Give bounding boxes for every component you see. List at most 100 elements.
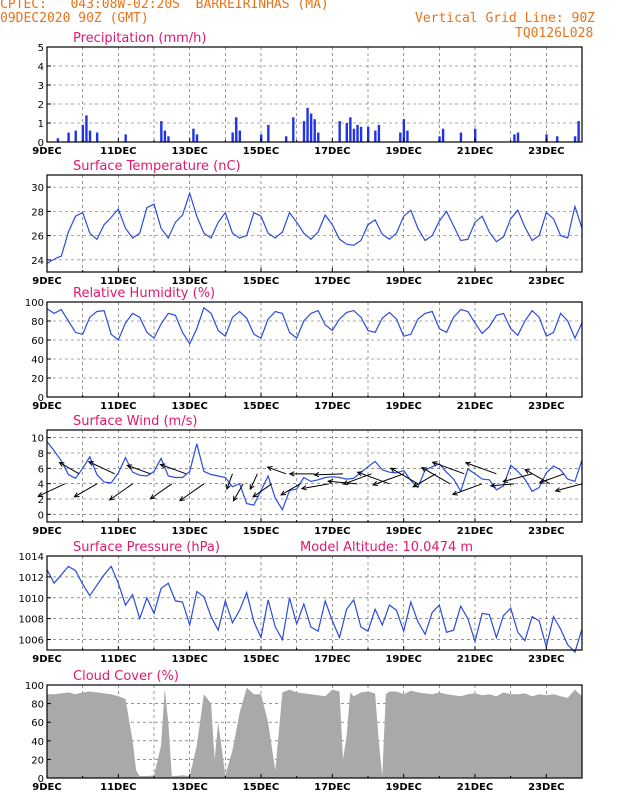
- precip-bar: [167, 136, 170, 142]
- y-tick-label: 1006: [19, 636, 44, 647]
- y-tick-label: 80: [31, 317, 44, 328]
- wind-vector: [58, 461, 80, 475]
- x-tick-label: 15DEC: [243, 782, 279, 793]
- x-tick-label: 9DEC: [32, 401, 61, 412]
- wind-vector-shaft: [88, 461, 115, 475]
- wind-vector: [249, 473, 258, 491]
- wind-vector-head: [126, 464, 133, 470]
- wind-vector-shaft: [226, 473, 233, 490]
- precip-bar: [74, 130, 77, 142]
- precip-bar: [160, 121, 163, 142]
- wind-vector: [225, 473, 233, 491]
- wind-vector-shaft: [413, 473, 437, 488]
- precip-bar: [573, 136, 577, 142]
- wind-vector: [252, 483, 272, 498]
- header-location: CPTEC: 043:08W-02:20S BARREIRINHAS (MA): [0, 0, 329, 12]
- pressure-note: Model Altitude: 10.0474 m: [300, 540, 473, 555]
- wind-vector: [232, 483, 244, 502]
- rh-series-line: [46, 306, 583, 346]
- x-tick-label: 11DEC: [100, 526, 136, 537]
- precip-bar: [124, 134, 127, 142]
- x-tick-label: 23DEC: [528, 526, 564, 537]
- wind-vector-shaft: [490, 483, 515, 487]
- y-tick-label: 0: [38, 510, 44, 521]
- precip-bar: [56, 138, 60, 142]
- wind-vector: [73, 483, 98, 498]
- wind-vector: [489, 482, 515, 489]
- y-tick-label: 100: [25, 681, 44, 692]
- wind-vector-head: [232, 495, 238, 502]
- x-tick-label: 15DEC: [243, 654, 279, 665]
- precip-bar: [406, 130, 409, 142]
- temp-series-line: [46, 191, 583, 264]
- wind-vector-shaft: [301, 483, 329, 490]
- x-tick-label: 11DEC: [100, 276, 136, 287]
- panel-rh: 0 20 40 60 80 100 9DEC 11DEC 13DEC 15DEC 17DEC 19DE…: [25, 286, 583, 412]
- x-tick-label: 17DEC: [314, 526, 350, 537]
- precip-bar: [309, 113, 313, 142]
- precip-bar: [402, 119, 406, 142]
- x-tick-label: 23DEC: [528, 782, 564, 793]
- x-tick-label: 13DEC: [171, 276, 207, 287]
- wind-vector-shaft: [38, 483, 66, 497]
- x-tick-label: 11DEC: [100, 782, 136, 793]
- panel-cloud: 0 20 40 60 80 100 9DEC 11DEC 13DEC 15DEC 17DEC 19DE…: [25, 669, 583, 793]
- wind-vector-shaft: [452, 483, 483, 495]
- precip-bar: [377, 124, 381, 142]
- wind-vector-head: [356, 471, 363, 477]
- wind-vector-head: [342, 480, 349, 486]
- wind-vector-head: [313, 472, 320, 478]
- wind-vector-shaft: [314, 473, 344, 476]
- x-tick-label: 15DEC: [243, 146, 279, 157]
- wind-vector: [372, 473, 404, 486]
- x-tick-label: 13DEC: [171, 526, 207, 537]
- wind-vector-head: [489, 482, 496, 489]
- x-tick-label: 15DEC: [243, 401, 279, 412]
- x-tick-label: 19DEC: [385, 401, 421, 412]
- wind-vector: [538, 473, 565, 484]
- x-tick-label: 15DEC: [243, 276, 279, 287]
- x-tick-label: 17DEC: [314, 782, 350, 793]
- wind-vector: [464, 461, 497, 475]
- x-tick-label: 23DEC: [528, 401, 564, 412]
- wind-vector: [300, 483, 329, 491]
- x-tick-label: 9DEC: [32, 782, 61, 793]
- wind-vector-head: [108, 495, 115, 501]
- x-tick-label: 19DEC: [385, 146, 421, 157]
- wind-vector-shaft: [249, 473, 258, 490]
- precip-bar: [313, 119, 316, 142]
- wind-vector-shaft: [539, 473, 565, 484]
- x-tick-label: 21DEC: [457, 401, 493, 412]
- panel-precip: 0 1 2 3 4 5 9DEC 11DEC 13DEC 15DEC 17DEC 19DEC 21DEC…: [32, 31, 583, 157]
- wind-vector-shaft: [179, 483, 205, 502]
- wind-vector: [108, 483, 133, 501]
- wind-vector: [451, 483, 483, 496]
- cloud-area: [47, 687, 582, 778]
- wind-vector-shaft: [432, 461, 465, 475]
- plot-frame: [46, 684, 583, 779]
- y-tick-label: 0: [38, 393, 44, 404]
- wind-vector-head: [58, 461, 65, 467]
- x-tick-label: 17DEC: [314, 654, 350, 665]
- plot-frame: [46, 555, 583, 651]
- y-tick-label: 80: [31, 700, 44, 711]
- wind-vector-head: [502, 477, 509, 483]
- wind-vector-shaft: [127, 464, 151, 475]
- wind-vector-head: [554, 487, 561, 493]
- y-tick-label: 1012: [19, 573, 44, 584]
- y-tick-label: 8: [38, 449, 44, 460]
- precip-bar: [352, 128, 356, 142]
- wind-vector-head: [451, 490, 458, 496]
- wind-vector-head: [149, 494, 156, 500]
- wind-vector-shaft: [390, 467, 419, 485]
- x-tick-label: 21DEC: [457, 654, 493, 665]
- x-tick-label: 21DEC: [457, 276, 493, 287]
- wind-vector-shaft: [503, 473, 533, 483]
- wind-vector-shaft: [150, 483, 173, 500]
- precip-bar: [267, 124, 270, 142]
- wind-vector: [356, 471, 390, 485]
- precip-bar: [85, 115, 88, 142]
- wind-vector: [126, 464, 151, 475]
- precip-bar: [349, 117, 352, 142]
- precip-bar: [195, 134, 199, 142]
